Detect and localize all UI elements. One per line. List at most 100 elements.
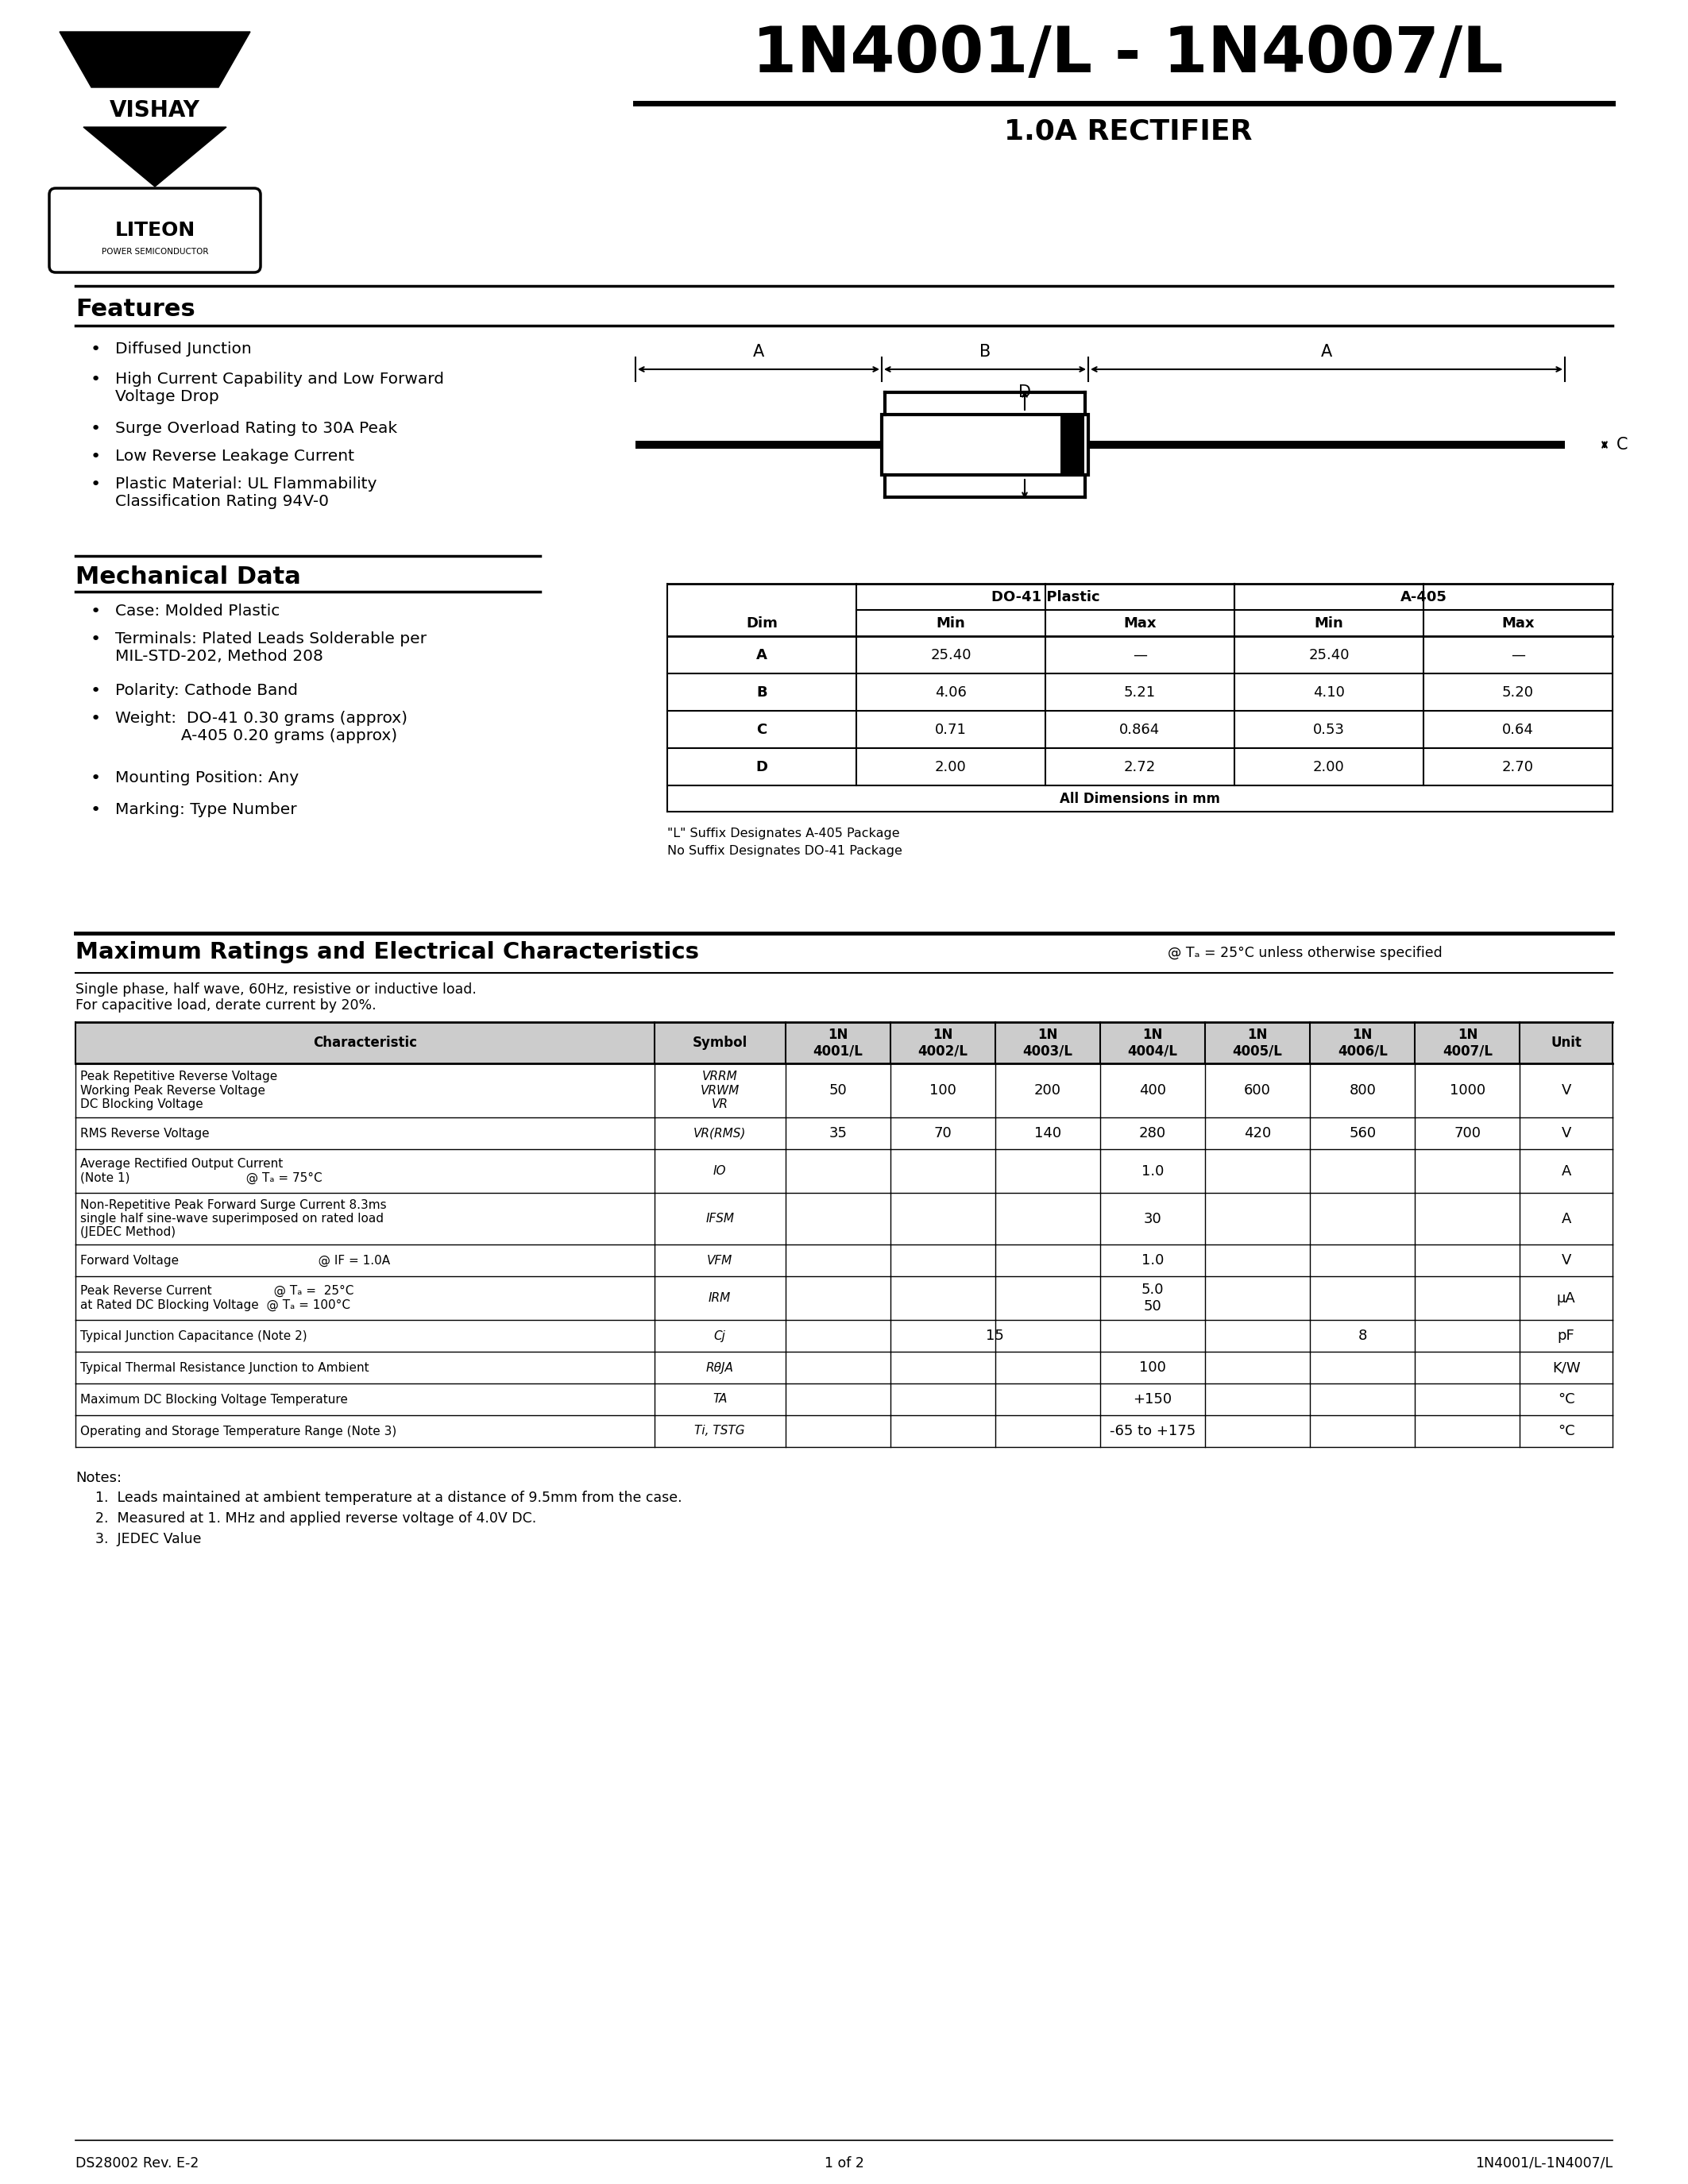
Bar — [881, 415, 1089, 474]
Text: Mounting Position: Any: Mounting Position: Any — [115, 771, 299, 786]
Text: •: • — [89, 802, 101, 819]
Text: VRRM
VRWM
VR: VRRM VRWM VR — [701, 1070, 739, 1109]
Text: Max: Max — [1124, 616, 1156, 631]
Text: •: • — [89, 684, 101, 699]
Text: 1N4001/L - 1N4007/L: 1N4001/L - 1N4007/L — [753, 24, 1504, 85]
Bar — [1060, 415, 1084, 474]
Text: 30: 30 — [1143, 1212, 1161, 1225]
Text: VR(RMS): VR(RMS) — [694, 1127, 746, 1140]
Text: "L" Suffix Designates A-405 Package: "L" Suffix Designates A-405 Package — [667, 828, 900, 839]
Text: 600: 600 — [1244, 1083, 1271, 1099]
Text: Cj: Cj — [714, 1330, 726, 1341]
Text: IO: IO — [714, 1164, 726, 1177]
Text: 50: 50 — [829, 1083, 847, 1099]
Text: RθJA: RθJA — [706, 1361, 734, 1374]
Text: No Suffix Designates DO-41 Package: No Suffix Designates DO-41 Package — [667, 845, 903, 856]
Text: 5.0
50: 5.0 50 — [1141, 1282, 1165, 1313]
Text: •: • — [89, 476, 101, 491]
Text: 5.20: 5.20 — [1502, 686, 1534, 699]
Text: IFSM: IFSM — [706, 1212, 734, 1225]
Text: +150: +150 — [1133, 1391, 1171, 1406]
Text: —: — — [1511, 649, 1526, 662]
Text: •: • — [89, 710, 101, 727]
Text: 0.53: 0.53 — [1313, 723, 1345, 736]
Text: TA: TA — [712, 1393, 728, 1404]
Text: •: • — [89, 631, 101, 646]
Text: 1000: 1000 — [1450, 1083, 1485, 1099]
Polygon shape — [83, 127, 226, 186]
Text: V: V — [1561, 1254, 1572, 1267]
Text: 2.72: 2.72 — [1124, 760, 1156, 773]
Text: 1N
4002/L: 1N 4002/L — [918, 1026, 967, 1059]
Polygon shape — [59, 33, 250, 87]
Text: 2.00: 2.00 — [1313, 760, 1345, 773]
Text: 1.0: 1.0 — [1141, 1254, 1165, 1267]
Text: Typical Junction Capacitance (Note 2): Typical Junction Capacitance (Note 2) — [81, 1330, 307, 1341]
Text: A-405: A-405 — [1399, 590, 1447, 605]
Text: 15: 15 — [986, 1328, 1004, 1343]
Text: DO-41 Plastic: DO-41 Plastic — [991, 590, 1099, 605]
Text: 200: 200 — [1035, 1083, 1062, 1099]
Text: Ti, TSTG: Ti, TSTG — [694, 1426, 744, 1437]
Text: Low Reverse Leakage Current: Low Reverse Leakage Current — [115, 448, 354, 463]
Text: Dim: Dim — [746, 616, 778, 631]
Text: V: V — [1561, 1083, 1572, 1099]
Text: 70: 70 — [933, 1127, 952, 1140]
Text: VFM: VFM — [707, 1254, 733, 1267]
Text: Polarity: Cathode Band: Polarity: Cathode Band — [115, 684, 297, 699]
Text: 420: 420 — [1244, 1127, 1271, 1140]
Text: 4.06: 4.06 — [935, 686, 967, 699]
Bar — [1089, 441, 1565, 448]
Text: 1.  Leads maintained at ambient temperature at a distance of 9.5mm from the case: 1. Leads maintained at ambient temperatu… — [95, 1492, 682, 1505]
Text: 800: 800 — [1349, 1083, 1376, 1099]
Text: A: A — [1322, 343, 1332, 360]
Text: 560: 560 — [1349, 1127, 1376, 1140]
Text: •: • — [89, 341, 101, 358]
Text: 3.  JEDEC Value: 3. JEDEC Value — [95, 1531, 201, 1546]
Text: Peak Reverse Current                @ Tₐ =  25°C
at Rated DC Blocking Voltage  @: Peak Reverse Current @ Tₐ = 25°C at Rate… — [81, 1284, 354, 1310]
Text: LITEON: LITEON — [115, 221, 196, 240]
Text: 1N
4006/L: 1N 4006/L — [1337, 1026, 1388, 1059]
Text: pF: pF — [1558, 1328, 1575, 1343]
Text: Symbol: Symbol — [692, 1035, 748, 1051]
Text: VISHAY: VISHAY — [110, 98, 201, 122]
Text: 100: 100 — [1139, 1361, 1166, 1374]
Text: High Current Capability and Low Forward
Voltage Drop: High Current Capability and Low Forward … — [115, 371, 444, 404]
Text: Min: Min — [937, 616, 966, 631]
Text: 25.40: 25.40 — [930, 649, 971, 662]
Text: Weight:  DO-41 0.30 grams (approx)
             A-405 0.20 grams (approx): Weight: DO-41 0.30 grams (approx) A-405 … — [115, 710, 407, 743]
Text: °C: °C — [1558, 1391, 1575, 1406]
Text: •: • — [89, 448, 101, 465]
Text: For capacitive load, derate current by 20%.: For capacitive load, derate current by 2… — [76, 998, 376, 1013]
Text: Maximum Ratings and Electrical Characteristics: Maximum Ratings and Electrical Character… — [76, 941, 699, 963]
Text: 1N
4001/L: 1N 4001/L — [814, 1026, 863, 1059]
Text: 1 of 2: 1 of 2 — [824, 2156, 864, 2171]
Text: A: A — [1561, 1212, 1572, 1225]
Text: Characteristic: Characteristic — [312, 1035, 417, 1051]
Text: Unit: Unit — [1551, 1035, 1582, 1051]
Text: DS28002 Rev. E-2: DS28002 Rev. E-2 — [76, 2156, 199, 2171]
Text: 400: 400 — [1139, 1083, 1166, 1099]
Text: K/W: K/W — [1551, 1361, 1580, 1374]
Text: IRM: IRM — [709, 1293, 731, 1304]
Bar — [635, 441, 881, 448]
Text: 5.21: 5.21 — [1124, 686, 1156, 699]
Text: Typical Thermal Resistance Junction to Ambient: Typical Thermal Resistance Junction to A… — [81, 1361, 370, 1374]
Text: Min: Min — [1315, 616, 1344, 631]
Text: 0.864: 0.864 — [1119, 723, 1160, 736]
Text: 1.0: 1.0 — [1141, 1164, 1165, 1177]
Text: Mechanical Data: Mechanical Data — [76, 566, 300, 587]
Text: 140: 140 — [1035, 1127, 1062, 1140]
Text: D: D — [1018, 384, 1031, 400]
Text: Features: Features — [76, 297, 196, 321]
Text: 25.40: 25.40 — [1308, 649, 1349, 662]
Text: 35: 35 — [829, 1127, 847, 1140]
Text: -65 to +175: -65 to +175 — [1109, 1424, 1195, 1439]
Text: Plastic Material: UL Flammability
Classification Rating 94V-0: Plastic Material: UL Flammability Classi… — [115, 476, 376, 509]
Text: 2.  Measured at 1. MHz and applied reverse voltage of 4.0V DC.: 2. Measured at 1. MHz and applied revers… — [95, 1511, 537, 1527]
Text: 8: 8 — [1359, 1328, 1367, 1343]
Text: 1N
4007/L: 1N 4007/L — [1443, 1026, 1492, 1059]
Text: D: D — [756, 760, 768, 773]
Text: •: • — [89, 422, 101, 437]
Text: μA: μA — [1556, 1291, 1575, 1306]
